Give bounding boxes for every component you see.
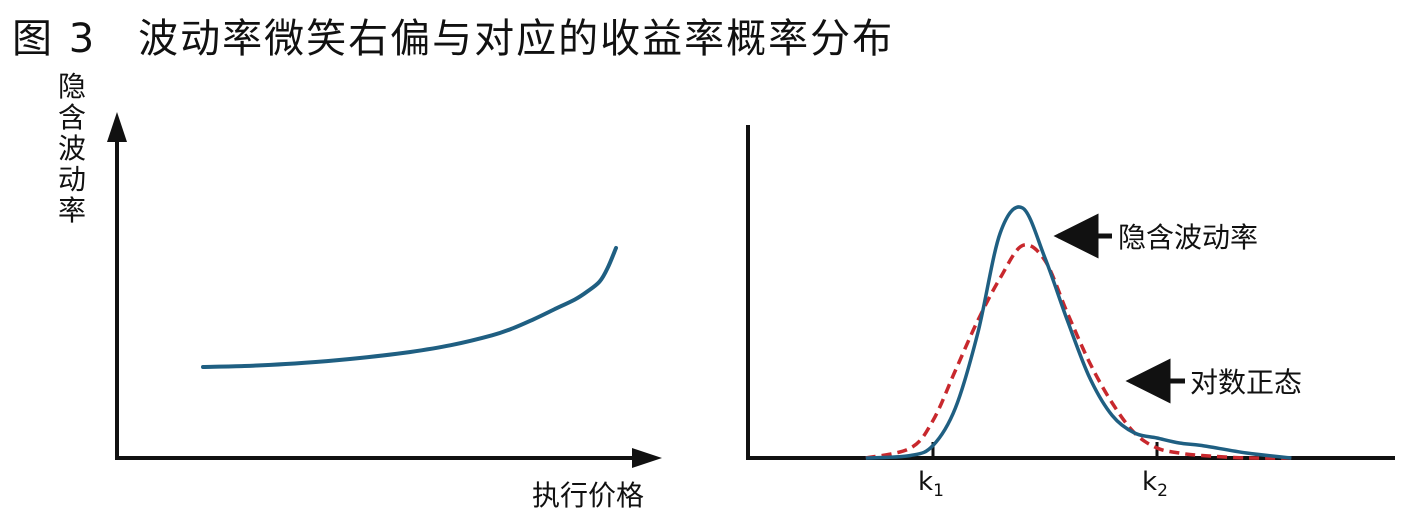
implied-vol-distribution-curve (865, 205, 1292, 460)
left-chart: 隐含波动率 执行价格 (58, 70, 662, 512)
left-y-axis-label: 隐含波动率 (58, 70, 86, 227)
volatility-smile-curve (201, 246, 618, 369)
left-y-axis-label-char: 含 (58, 101, 86, 134)
tick-label-k1: k1 (918, 467, 944, 501)
left-y-axis-label-char: 动 (58, 163, 86, 196)
figure-title: 图 3 波动率微笑右偏与对应的收益率概率分布 (12, 16, 895, 62)
left-y-arrowhead (107, 112, 127, 142)
lognormal-curve (865, 243, 1292, 460)
implied-vol-annotation: 隐含波动率 (1118, 221, 1258, 254)
left-x-arrowhead (632, 448, 662, 468)
left-y-axis-label-char: 率 (58, 194, 86, 227)
left-y-axis-label-char: 波 (58, 132, 86, 165)
right-chart: k1 k2 隐含波动率 对数正态 (746, 125, 1395, 501)
lognormal-annotation: 对数正态 (1190, 366, 1302, 399)
tick-label-k2: k2 (1142, 467, 1168, 501)
left-y-axis-label-char: 隐 (58, 70, 86, 103)
left-x-axis-label: 执行价格 (532, 479, 644, 512)
